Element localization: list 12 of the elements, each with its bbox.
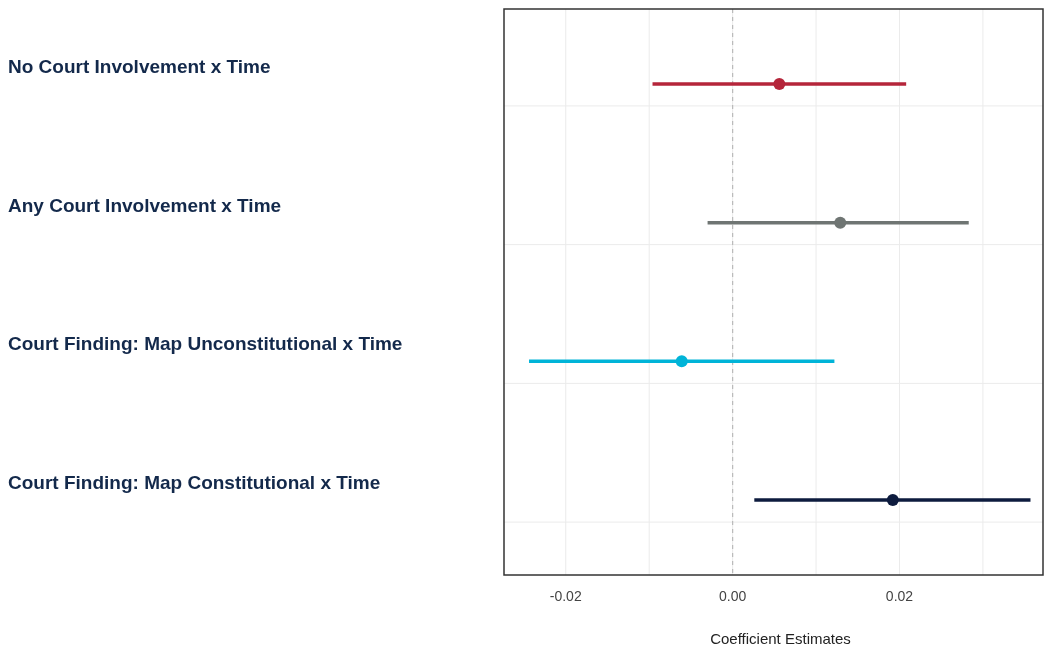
point: [834, 216, 847, 229]
y-tick-label: Any Court Involvement x Time: [8, 194, 282, 216]
y-tick-label: No Court Involvement x Time: [8, 55, 271, 77]
x-tick-label: -0.02: [549, 587, 582, 604]
point: [886, 494, 899, 507]
x-axis-title: Coefficient Estimates: [710, 630, 851, 647]
point: [773, 77, 786, 90]
y-tick-label: Court Finding: Map Constitutional x Time: [8, 472, 381, 494]
x-tick-label: 0.02: [885, 587, 914, 604]
y-tick-label: Court Finding: Map Unconstitutional x Time: [8, 333, 403, 355]
x-tick-label: 0.00: [718, 587, 747, 604]
point: [675, 355, 688, 368]
